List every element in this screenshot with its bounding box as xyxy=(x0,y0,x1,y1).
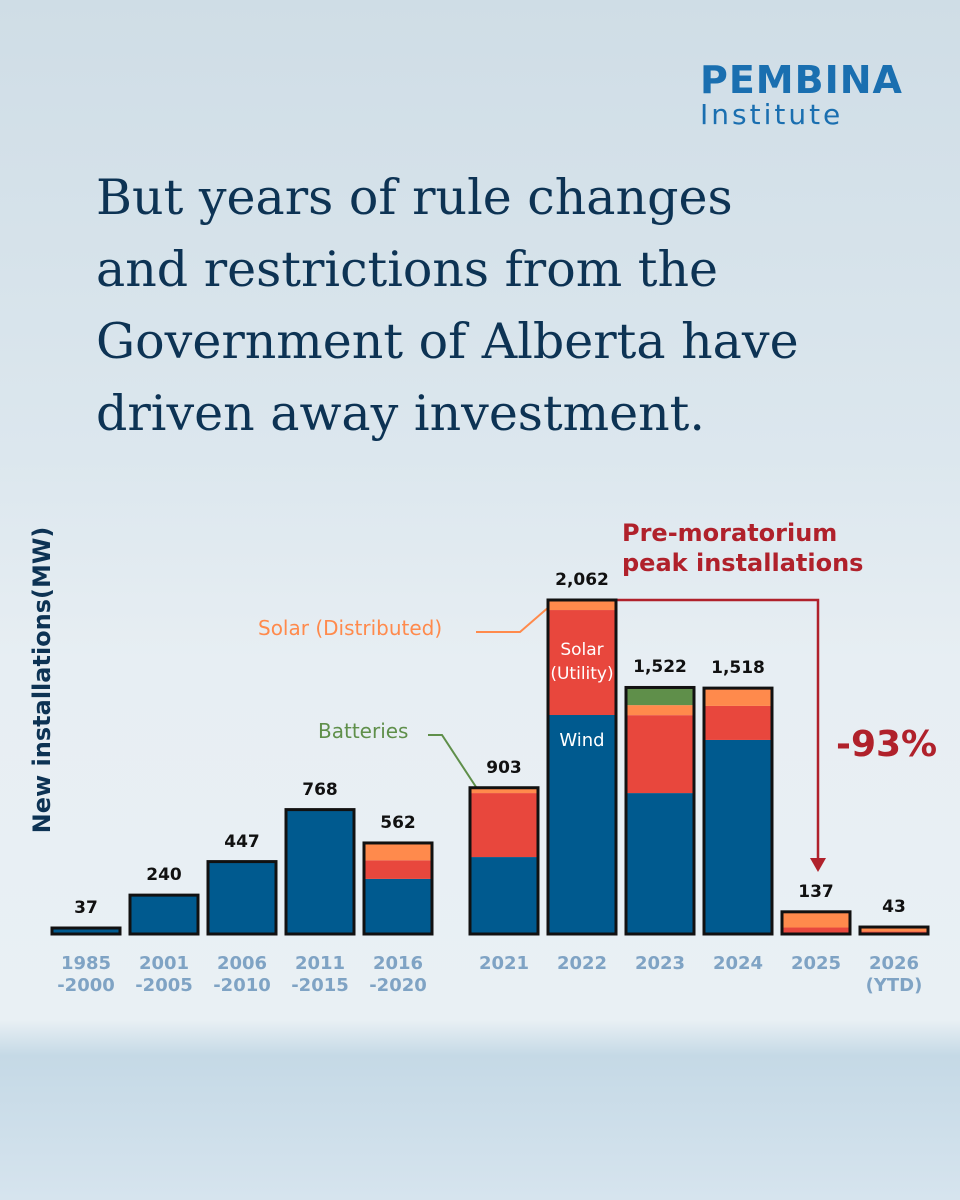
bar-segment xyxy=(470,793,538,858)
bar-segment xyxy=(364,842,432,861)
x-tick-label: 2001 -2005 xyxy=(135,953,193,996)
bar-segment xyxy=(130,895,198,934)
x-tick-label: 1985 -2000 xyxy=(57,953,115,996)
bar-segment xyxy=(548,610,616,716)
bar-segment xyxy=(470,857,538,934)
x-tick-label: 2006 -2010 xyxy=(213,953,271,996)
bar-outline xyxy=(546,598,618,936)
total-label: 903 xyxy=(486,757,522,778)
total-label: 562 xyxy=(380,812,416,833)
logo-sub: Institute xyxy=(700,98,844,131)
annotation: -93% xyxy=(836,724,938,765)
legend-label: Wind xyxy=(559,730,605,751)
x-tick-label: 2022 xyxy=(556,953,608,974)
peak-arrow xyxy=(615,598,820,862)
bar-outline xyxy=(362,841,434,936)
annotation: Pre-moratorium peak installations xyxy=(622,519,864,577)
total-label: 768 xyxy=(302,779,338,800)
bar-segment xyxy=(364,860,432,879)
bar-segment xyxy=(626,715,694,794)
title: But years of rule changes and restrictio… xyxy=(96,169,799,442)
bar-outline xyxy=(702,686,774,936)
bar-segment xyxy=(548,715,616,934)
x-tick-label: 2023 xyxy=(634,953,686,974)
total-label: 43 xyxy=(882,897,906,918)
bar-segment xyxy=(286,809,354,934)
bar-segment xyxy=(860,927,928,932)
bar-outline xyxy=(50,926,122,936)
total-label: 447 xyxy=(224,831,260,852)
bar-segment xyxy=(208,861,276,934)
total-label: 137 xyxy=(798,881,834,902)
bar-segment xyxy=(704,688,772,706)
bar-segment xyxy=(704,705,772,740)
x-tick-label: 2011 -2015 xyxy=(291,953,349,996)
x-tick-label: 2024 xyxy=(712,953,764,974)
bar-outline xyxy=(206,860,278,936)
x-tick-label: 2025 xyxy=(790,953,842,974)
bar-outline xyxy=(284,808,356,936)
legend-label: Solar (Utility) xyxy=(550,640,614,684)
legend-label: Solar (Distributed) xyxy=(258,616,443,640)
bar-segment xyxy=(626,793,694,934)
total-label: 1,522 xyxy=(633,657,687,678)
bar-segment xyxy=(364,878,432,934)
bar-segment xyxy=(52,928,120,934)
bar-segment xyxy=(470,787,538,794)
total-label: 240 xyxy=(146,865,182,886)
leader-line xyxy=(428,734,479,791)
bar-segment xyxy=(548,600,616,611)
y-axis-label: New installations(MW) xyxy=(28,526,56,834)
x-tick-label: 2026 (YTD) xyxy=(865,953,923,996)
leader-line xyxy=(476,605,551,633)
bar-segment xyxy=(704,739,772,934)
bar-outline xyxy=(624,685,696,936)
total-label: 2,062 xyxy=(555,570,609,590)
bar-outline xyxy=(780,910,852,936)
legend-label: Batteries xyxy=(318,719,409,743)
bar-segment xyxy=(782,927,850,934)
bar-segment xyxy=(782,911,850,928)
bar-outline xyxy=(128,893,200,936)
bar-outline xyxy=(468,786,540,936)
bar-segment xyxy=(626,687,694,706)
bar-segment xyxy=(626,705,694,716)
total-label: 1,518 xyxy=(711,658,765,679)
x-tick-label: 2021 xyxy=(478,953,530,974)
arrow-head xyxy=(810,858,826,872)
total-label: 37 xyxy=(74,898,98,918)
x-tick-label: 2016 -2020 xyxy=(369,953,427,996)
logo: PEMBINA xyxy=(700,58,903,102)
bar-outline xyxy=(858,925,930,936)
